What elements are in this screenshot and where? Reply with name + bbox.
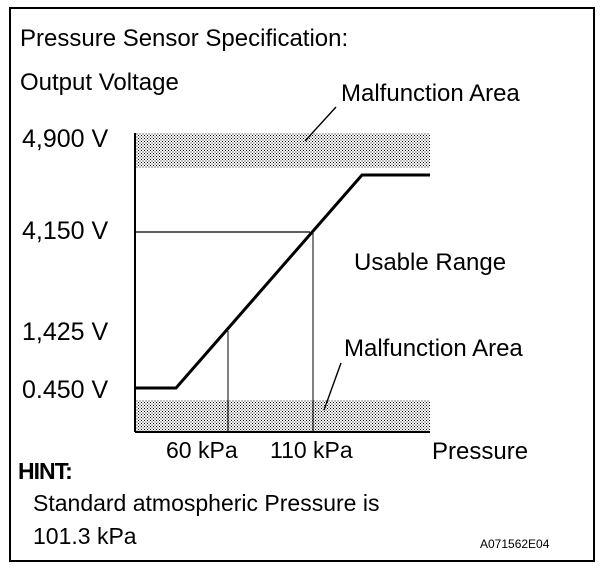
y-tick-4900: 4,900 V (22, 125, 109, 153)
malfunction-band-top (135, 133, 430, 168)
x-tick-110kpa: 110 kPa (270, 437, 353, 463)
y-tick-4150: 4,150 V (22, 217, 109, 245)
y-axis-label: Output Voltage (20, 69, 179, 96)
x-tick-60kpa: 60 kPa (166, 437, 238, 463)
hint-line-1: Standard atmospheric Pressure is (33, 490, 380, 516)
malfunction-area-top-label: Malfunction Area (341, 80, 520, 107)
hint-line-2: 101.3 kPa (33, 523, 137, 549)
malfunction-band-bottom (135, 400, 430, 432)
leader-malfunction-top (304, 106, 337, 142)
output-voltage-curve (135, 173, 430, 390)
usable-range-label: Usable Range (354, 249, 507, 276)
y-tick-0450: 0.450 V (22, 376, 109, 404)
figure-title: Pressure Sensor Specification: (20, 25, 349, 52)
malfunction-area-bottom-label: Malfunction Area (344, 335, 523, 362)
leader-malfunction-bottom (323, 362, 342, 411)
hint-heading: HINT: (18, 458, 73, 484)
x-axis-label: Pressure (432, 438, 529, 465)
y-tick-1425: 1,425 V (22, 318, 109, 346)
figure-code: A071562E04 (480, 537, 550, 551)
figure-frame (9, 7, 595, 562)
